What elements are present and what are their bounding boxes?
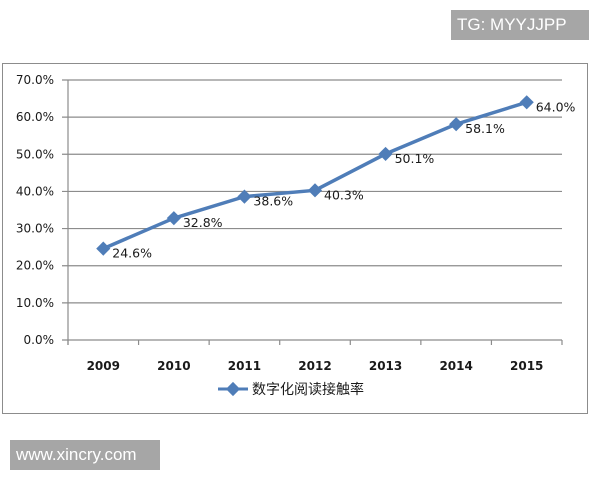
diamond-marker-icon [96, 241, 111, 256]
data-label: 64.0% [536, 99, 576, 114]
x-tick-label: 2015 [510, 359, 543, 373]
diamond-marker-icon [307, 183, 323, 198]
y-tick-label: 0.0% [24, 333, 55, 347]
y-tick-label: 10.0% [16, 296, 54, 310]
y-tick-label: 50.0% [16, 147, 54, 161]
x-tick-label: 2014 [439, 359, 472, 373]
legend-label: 数字化阅读接触率 [252, 381, 364, 398]
y-tick-label: 20.0% [16, 259, 54, 273]
data-label: 50.1% [395, 151, 435, 166]
legend: 数字化阅读接触率 [218, 381, 364, 398]
diamond-marker-icon [166, 211, 181, 226]
watermark-top-right: TG: MYYJJPP [451, 10, 589, 40]
chart-frame [2, 63, 588, 414]
data-labels: 24.6% 32.8% 38.6% 40.3% 50.1% 58.1% 64.0% [112, 99, 575, 260]
data-label: 58.1% [465, 121, 505, 136]
x-tick-label: 2012 [298, 359, 331, 373]
legend-diamond-icon [225, 381, 241, 397]
y-tick-label: 60.0% [16, 110, 54, 124]
data-label: 32.8% [183, 215, 223, 230]
diamond-marker-icon [519, 95, 534, 110]
x-tick-label: 2009 [87, 359, 120, 373]
y-tick-label: 70.0% [16, 73, 54, 87]
data-label: 38.6% [253, 194, 293, 209]
x-tick-label: 2013 [369, 359, 402, 373]
y-tick-label: 30.0% [16, 222, 54, 236]
y-tick-label: 40.0% [16, 184, 54, 198]
series-polyline [102, 100, 528, 251]
diamond-marker-icon [378, 146, 393, 161]
diamond-marker-icon [237, 189, 252, 204]
series-line [96, 95, 534, 256]
diamond-marker-icon [449, 117, 464, 132]
data-label: 24.6% [112, 246, 152, 261]
data-label: 40.3% [324, 187, 364, 202]
gridlines [62, 79, 563, 345]
y-axis-ticks: 0.0% 10.0% 20.0% 30.0% 40.0% 50.0% 60.0% 70.0% [16, 73, 54, 347]
x-axis-ticks: 2009 2010 2011 2012 2013 2014 2015 [87, 359, 544, 373]
watermark-bottom-left: www.xincry.com [10, 440, 160, 470]
x-tick-label: 2011 [228, 359, 261, 373]
x-tick-label: 2010 [157, 359, 190, 373]
